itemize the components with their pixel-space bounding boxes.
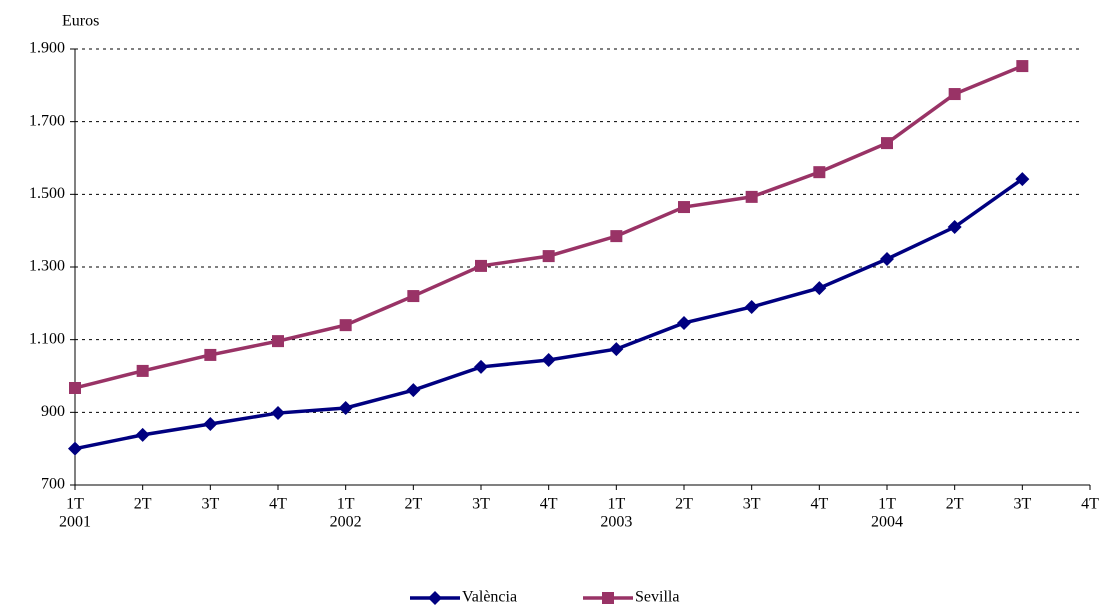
year-label: 2002 bbox=[330, 514, 362, 531]
x-tick-label: 1T bbox=[607, 496, 625, 513]
marker bbox=[338, 400, 353, 415]
marker bbox=[947, 220, 962, 235]
x-tick-label: 2T bbox=[675, 496, 693, 513]
marker bbox=[474, 359, 488, 374]
legend-label: Sevilla bbox=[635, 589, 679, 606]
marker bbox=[428, 591, 442, 605]
marker bbox=[407, 290, 420, 303]
marker bbox=[136, 364, 149, 377]
marker bbox=[542, 250, 555, 263]
marker bbox=[475, 259, 487, 272]
marker bbox=[880, 252, 894, 267]
y-tick-label: 1.100 bbox=[29, 330, 65, 347]
marker bbox=[541, 353, 556, 368]
marker bbox=[813, 166, 826, 179]
marker bbox=[203, 416, 218, 431]
y-tick-label: 900 bbox=[41, 403, 65, 420]
x-tick-label: 3T bbox=[743, 496, 761, 513]
x-tick-label: 1T bbox=[66, 496, 84, 513]
year-label: 2001 bbox=[59, 514, 91, 531]
marker bbox=[1016, 60, 1029, 73]
x-tick-label: 4T bbox=[269, 496, 287, 513]
x-tick-label: 4T bbox=[1081, 496, 1099, 513]
legend-label: València bbox=[462, 589, 517, 606]
marker bbox=[271, 406, 285, 421]
x-tick-label: 1T bbox=[878, 496, 896, 513]
x-tick-label: 2T bbox=[404, 496, 422, 513]
year-label: 2004 bbox=[871, 514, 903, 531]
y-tick-label: 1.900 bbox=[29, 40, 65, 57]
marker bbox=[135, 427, 150, 442]
x-tick-label: 2T bbox=[946, 496, 964, 513]
y-tick-label: 1.300 bbox=[29, 258, 65, 275]
marker bbox=[812, 281, 827, 296]
marker bbox=[948, 88, 961, 101]
marker bbox=[677, 315, 691, 330]
y-tick-label: 700 bbox=[41, 476, 65, 493]
marker bbox=[1015, 172, 1030, 187]
marker bbox=[602, 592, 614, 604]
x-tick-label: 2T bbox=[134, 496, 152, 513]
series-line bbox=[74, 177, 1024, 451]
x-tick-label: 1T bbox=[337, 496, 355, 513]
marker bbox=[610, 230, 623, 243]
x-tick-label: 3T bbox=[472, 496, 490, 513]
marker bbox=[881, 137, 893, 150]
marker bbox=[678, 201, 690, 214]
marker bbox=[204, 348, 217, 361]
x-tick-label: 4T bbox=[540, 496, 558, 513]
marker bbox=[68, 441, 82, 456]
marker bbox=[339, 319, 352, 332]
x-tick-label: 3T bbox=[1013, 496, 1031, 513]
y-tick-label: 1.700 bbox=[29, 112, 65, 129]
x-tick-label: 4T bbox=[810, 496, 828, 513]
x-tick-label: 3T bbox=[201, 496, 219, 513]
year-label: 2003 bbox=[600, 514, 632, 531]
marker bbox=[69, 381, 81, 394]
marker bbox=[745, 190, 758, 203]
marker bbox=[406, 383, 421, 398]
y-tick-label: 1.500 bbox=[29, 185, 65, 202]
marker bbox=[744, 299, 759, 314]
y-axis-label: Euros bbox=[62, 13, 99, 30]
marker bbox=[609, 342, 624, 357]
marker bbox=[272, 335, 284, 348]
